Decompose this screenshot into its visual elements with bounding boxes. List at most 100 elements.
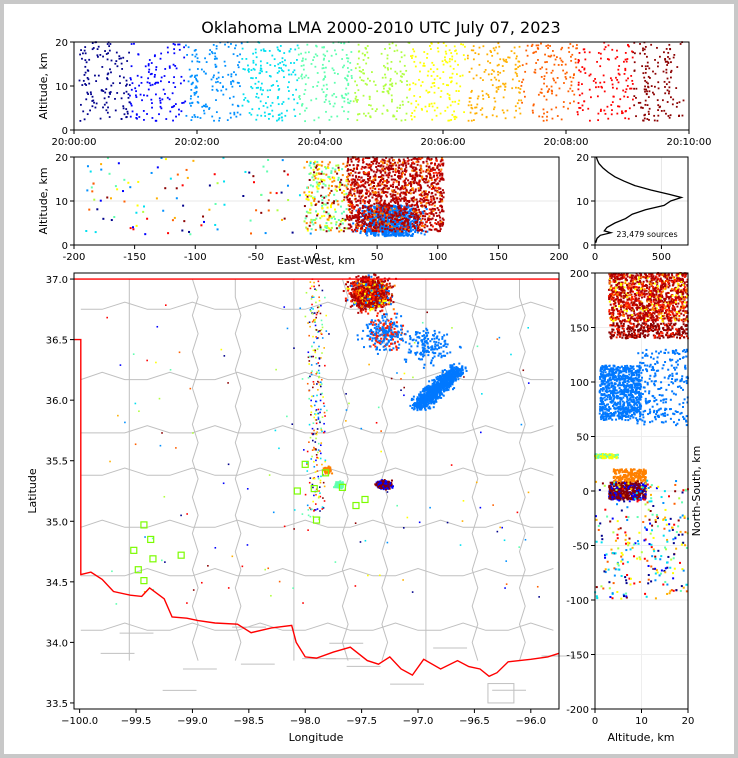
source-point — [470, 67, 473, 70]
source-point — [305, 226, 308, 229]
source-point — [474, 112, 477, 115]
source-point — [472, 45, 475, 48]
source-point — [392, 197, 395, 200]
source-point — [419, 185, 422, 188]
source-point — [339, 188, 342, 191]
source-point — [518, 107, 521, 110]
source-point — [409, 234, 412, 237]
source-point — [393, 115, 396, 118]
source-point — [437, 50, 440, 53]
source-point — [386, 57, 389, 60]
source-point — [370, 220, 373, 223]
source-point — [413, 179, 416, 182]
source-point — [99, 199, 102, 202]
plan-view-panel: −100.0 −99.5 −99.0 −98.5 −98.0 −97.5 −97.0 −96.… — [26, 272, 576, 744]
source-point — [414, 166, 417, 169]
source-point — [491, 84, 494, 87]
source-point — [208, 107, 211, 109]
source-point — [632, 51, 634, 54]
source-point — [570, 55, 572, 58]
source-point — [476, 103, 479, 106]
source-point — [466, 57, 469, 60]
source-point — [381, 230, 384, 233]
source-point — [351, 174, 354, 177]
source-point — [581, 104, 584, 107]
source-point — [384, 187, 387, 190]
source-point — [353, 167, 356, 170]
source-point — [526, 44, 529, 47]
source-point — [379, 165, 382, 168]
source-point — [400, 191, 403, 194]
source-point — [254, 48, 257, 51]
source-point — [581, 66, 584, 69]
source-point — [265, 71, 268, 73]
source-point — [672, 56, 675, 59]
source-point — [262, 48, 265, 51]
source-point — [384, 212, 387, 215]
source-point — [199, 117, 202, 119]
source-point — [386, 206, 389, 209]
source-point — [394, 217, 397, 220]
source-point — [374, 179, 377, 182]
source-point — [355, 187, 358, 190]
source-point — [657, 114, 660, 117]
source-point — [125, 90, 128, 93]
source-point — [431, 207, 434, 210]
source-point — [365, 232, 368, 235]
source-point — [391, 85, 394, 87]
source-point — [492, 108, 495, 111]
source-point — [407, 230, 410, 233]
source-point — [411, 199, 414, 202]
source-point — [409, 87, 411, 90]
source-point — [371, 217, 374, 220]
source-point — [259, 64, 262, 67]
source-point — [668, 116, 671, 119]
source-point — [373, 202, 376, 205]
source-point — [164, 93, 166, 95]
source-point — [496, 64, 499, 67]
source-point — [681, 114, 684, 117]
source-point — [353, 187, 356, 190]
source-point — [392, 163, 395, 166]
source-point — [334, 217, 337, 220]
source-point — [326, 50, 329, 53]
source-point — [316, 214, 319, 217]
source-point — [396, 170, 399, 173]
source-point — [407, 229, 410, 232]
source-point — [525, 62, 528, 65]
source-point — [447, 119, 450, 122]
source-point — [91, 42, 94, 44]
source-point — [584, 58, 587, 61]
source-point — [430, 162, 433, 165]
source-point — [414, 217, 417, 220]
source-point — [327, 212, 330, 215]
source-point — [369, 221, 372, 224]
source-point — [155, 66, 158, 68]
source-point — [415, 170, 418, 173]
source-point — [350, 172, 353, 175]
source-point — [428, 45, 431, 47]
source-point — [442, 164, 445, 167]
source-point — [373, 226, 376, 229]
source-point — [276, 71, 279, 74]
source-point — [436, 75, 439, 77]
source-point — [338, 186, 341, 189]
source-point — [434, 222, 437, 225]
source-point — [327, 187, 330, 190]
source-point — [578, 106, 581, 109]
source-point — [393, 214, 396, 217]
source-point — [348, 208, 351, 211]
source-point — [147, 64, 150, 67]
source-point — [390, 213, 393, 216]
source-point — [402, 197, 405, 200]
source-point — [309, 172, 312, 175]
source-point — [168, 98, 171, 101]
source-point — [670, 76, 672, 79]
source-point — [122, 105, 125, 108]
source-point — [439, 204, 442, 207]
source-point — [436, 214, 439, 217]
source-point — [329, 204, 332, 207]
source-point — [333, 193, 336, 196]
source-point — [490, 73, 493, 75]
source-point — [545, 98, 548, 101]
